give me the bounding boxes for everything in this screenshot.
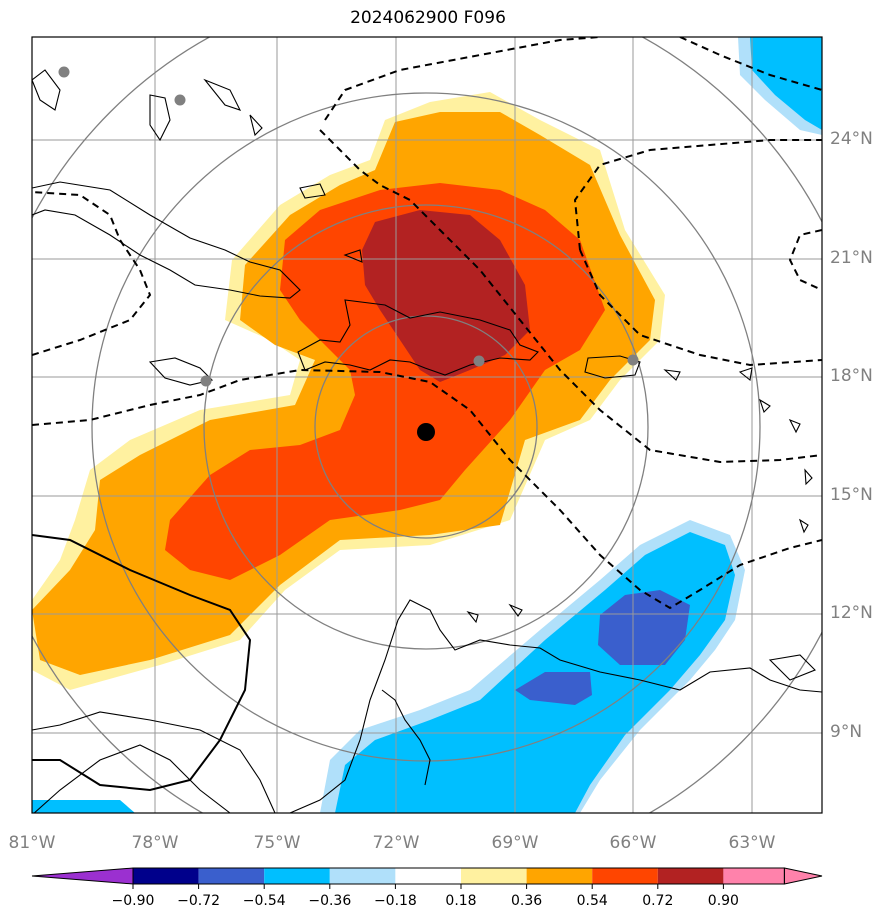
coast-lesser-antilles-4	[759, 398, 771, 414]
coast-florida	[32, 69, 61, 111]
coastlines	[32, 69, 822, 813]
negative-anomaly-shading	[32, 37, 822, 813]
colorbar-label: 0.54	[576, 893, 608, 909]
colorbar-extend-high	[783, 867, 823, 885]
lat-label-9n: 9°N	[830, 722, 863, 742]
height-contours	[32, 37, 822, 792]
station-3	[200, 375, 212, 387]
coast-virgin-islands	[663, 369, 681, 381]
colorbar-extend-low	[31, 867, 134, 885]
station-4	[473, 355, 485, 367]
lon-label-63w: 63°W	[728, 833, 776, 853]
coast-panama	[33, 744, 231, 813]
colorbar	[31, 867, 823, 889]
range-rings	[32, 37, 822, 813]
coast-colombia-venezuela	[289, 599, 822, 813]
colorbar-label: −0.18	[373, 893, 417, 909]
coast-bahamas-4	[299, 183, 326, 199]
lat-label-24n: 24°N	[830, 129, 873, 149]
lat-label-21n: 21°N	[830, 248, 873, 268]
lon-label-66w: 66°W	[609, 833, 657, 853]
anomaly-072-region	[362, 210, 530, 382]
contour-dashed-3	[324, 37, 601, 121]
coast-curacao	[508, 603, 523, 617]
contour-dashed-1	[32, 368, 822, 610]
coast-bahamas-1	[149, 94, 171, 142]
coast-puerto-rico	[584, 355, 641, 379]
contour-dashed-6	[579, 249, 822, 367]
lon-label-69w: 69°W	[491, 833, 539, 853]
colorbar-label: 0.90	[707, 893, 739, 909]
lon-label-72w: 72°W	[372, 833, 420, 853]
colorbar-label: 0.18	[445, 893, 477, 909]
lon-label-75w: 75°W	[253, 833, 301, 853]
coast-bahamas-3	[249, 114, 263, 137]
colorbar-label: −0.36	[308, 893, 352, 909]
lat-label-18n: 18°N	[830, 366, 873, 386]
map-title: 2024062900 F096	[350, 8, 506, 28]
anomaly-neg054-region-east	[598, 590, 690, 665]
coast-jamaica	[148, 357, 214, 386]
contour-dashed-8	[788, 229, 822, 291]
coast-lesser-antilles-2	[804, 468, 813, 486]
coast-lesser-antilles-1	[798, 518, 809, 534]
station-2	[174, 94, 186, 106]
lat-label-15n: 15°N	[830, 485, 873, 505]
coast-cuba	[32, 181, 301, 299]
anomaly-neg036-northeast	[750, 37, 822, 130]
coast-lesser-antilles-3	[788, 418, 801, 434]
graticule	[32, 37, 822, 813]
storm-center	[417, 423, 435, 441]
lat-label-12n: 12°N	[830, 603, 873, 623]
coast-turks	[343, 249, 363, 263]
lon-label-81w: 81°W	[8, 833, 56, 853]
coast-aruba	[466, 610, 479, 624]
colorbar-label: 0.36	[511, 893, 543, 909]
map-plot-area	[32, 37, 822, 813]
contour-dashed-7	[679, 37, 822, 91]
coast-lesser-antilles-5	[738, 367, 753, 382]
contour-dashed-4	[319, 129, 822, 464]
map-frame	[31, 36, 823, 814]
anomaly-neg036-southwest	[32, 800, 135, 813]
coast-hispaniola	[297, 299, 539, 376]
coast-gulf-venezuela	[381, 689, 431, 786]
colorbar-label: −0.90	[111, 893, 155, 909]
station-1	[58, 66, 70, 78]
colorbar-label: −0.54	[242, 893, 286, 909]
markers	[58, 66, 639, 441]
contour-solid-1	[32, 534, 252, 792]
positive-anomaly-shading	[32, 92, 665, 690]
coast-trinidad	[768, 654, 816, 681]
colorbar-label: −0.72	[177, 893, 221, 909]
coast-bahamas-2	[203, 78, 242, 111]
anomaly-neg054-region-south	[515, 672, 592, 705]
colorbar-label: 0.72	[642, 893, 674, 909]
station-5	[627, 354, 639, 366]
lon-label-78w: 78°W	[131, 833, 179, 853]
contour-dashed-5	[573, 139, 822, 251]
coast-south-america	[32, 711, 276, 813]
